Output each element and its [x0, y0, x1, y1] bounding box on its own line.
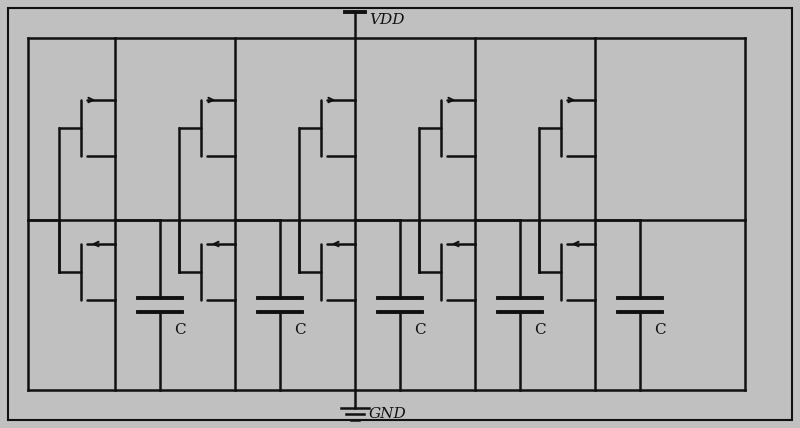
- Text: GND: GND: [369, 407, 406, 421]
- Text: C: C: [294, 323, 306, 337]
- Text: C: C: [414, 323, 426, 337]
- Text: C: C: [534, 323, 546, 337]
- Text: C: C: [174, 323, 186, 337]
- Text: C: C: [654, 323, 666, 337]
- Text: VDD: VDD: [369, 13, 405, 27]
